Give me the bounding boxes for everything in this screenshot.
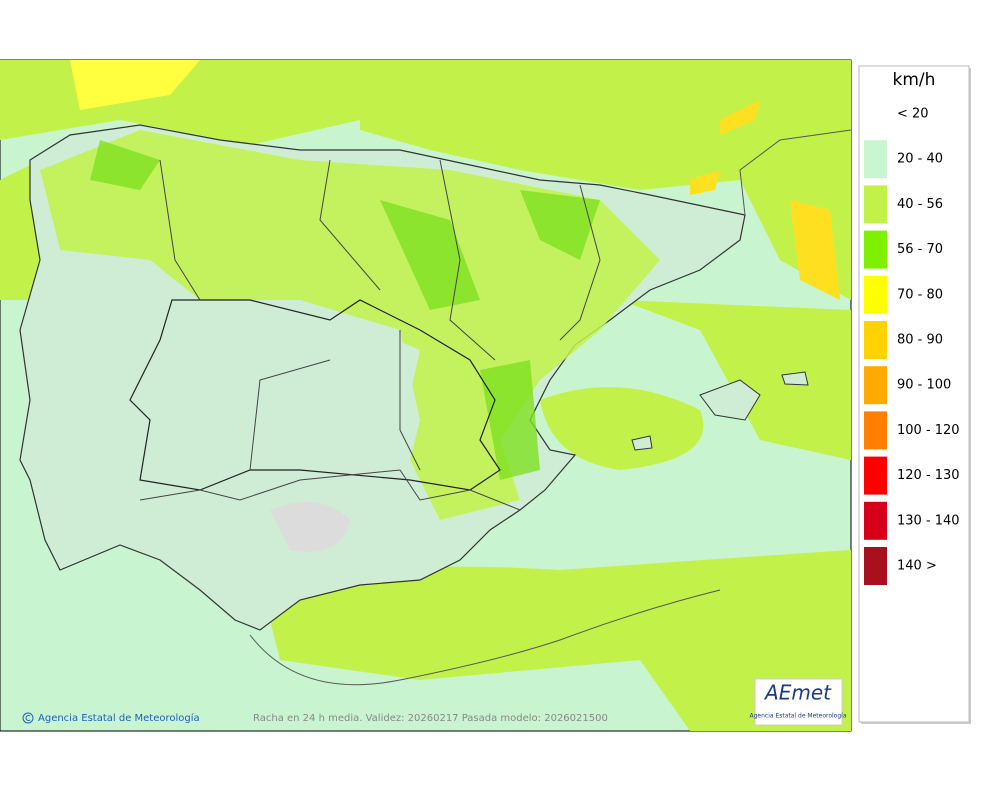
- legend-swatch: [864, 230, 887, 269]
- legend: km/h < 20 20 - 40 40 - 56 56 - 70 70 - 80 80 …: [858, 65, 971, 724]
- legend-swatch: [864, 140, 887, 179]
- africa-coast: [249, 589, 721, 686]
- legend-label: 40 - 56: [897, 197, 943, 212]
- legend-title: km/h: [893, 70, 936, 90]
- legend-label: 130 - 140: [897, 513, 960, 528]
- legend-swatch: [864, 95, 887, 133]
- mallorca: [699, 379, 761, 421]
- wind-area: [260, 550, 851, 731]
- region-border: [139, 159, 601, 511]
- logo-box: [754, 678, 843, 726]
- menorca: [781, 371, 809, 386]
- legend-label: 100 - 120: [897, 423, 960, 438]
- wind-area: [140, 300, 420, 520]
- legend-swatch: [864, 456, 887, 495]
- france-coast: [739, 129, 852, 216]
- legend-label: 56 - 70: [897, 242, 943, 257]
- legend-label: 120 - 130: [897, 468, 960, 483]
- legend-swatch: [864, 366, 887, 405]
- logo-subtitle: Agencia Estatal de Meteorología: [750, 713, 847, 720]
- legend-label: 20 - 40: [897, 152, 943, 167]
- ibiza: [631, 435, 653, 451]
- credit: Agencia Estatal de Meteorología: [38, 712, 200, 724]
- legend-swatch: [864, 275, 887, 314]
- caption: Racha en 24 h media. Validez: 20260217 P…: [253, 713, 608, 724]
- copyright-icon: [25, 715, 31, 721]
- wind-area: [70, 60, 200, 110]
- legend-label: 70 - 80: [897, 287, 943, 302]
- low-area: [270, 502, 350, 552]
- legend-swatch: [864, 185, 887, 224]
- copyright-icon: [22, 712, 34, 724]
- wind-area: [540, 387, 704, 470]
- legend-swatch: [864, 411, 887, 450]
- legend-swatch: [864, 321, 887, 359]
- logo-name: AEmet: [763, 681, 832, 705]
- legend-label: 140 >: [897, 559, 937, 574]
- legend-swatch: [864, 501, 887, 540]
- legend-label: 80 - 90: [897, 333, 943, 348]
- legend-label: < 20: [897, 107, 929, 122]
- wind-area: [620, 300, 851, 460]
- legend-swatch: [864, 547, 887, 585]
- legend-label: 90 - 100: [897, 378, 951, 393]
- wind-area: [690, 100, 840, 300]
- map: AEmet Agencia Estatal de Meteorología Ag…: [0, 59, 852, 732]
- wind-area: [90, 140, 600, 480]
